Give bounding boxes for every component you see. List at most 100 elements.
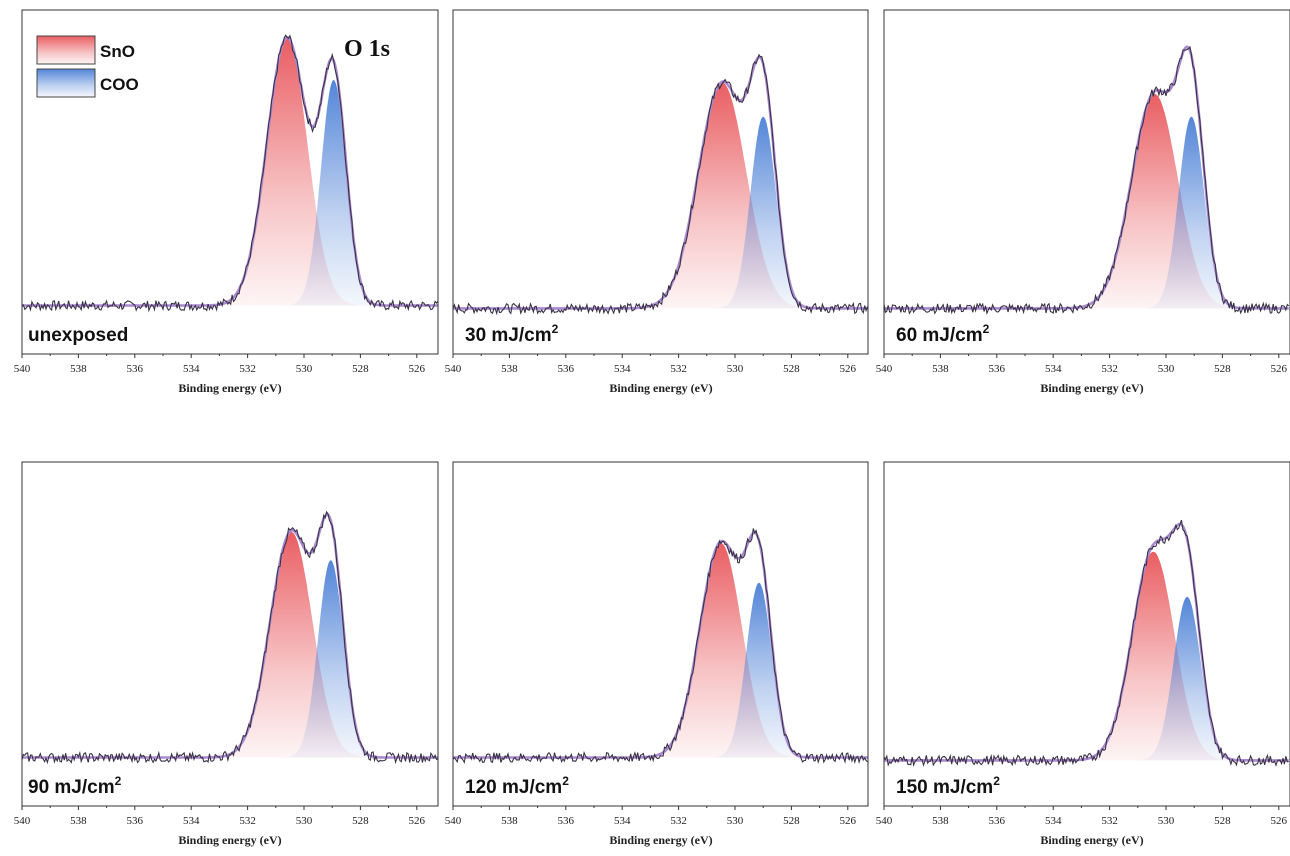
x-tick-label: 530 bbox=[296, 363, 313, 375]
x-tick-label: 534 bbox=[183, 363, 200, 375]
peak-sno bbox=[205, 37, 369, 306]
panel-label: 90 mJ/cm2 bbox=[28, 774, 122, 798]
x-tick-label: 530 bbox=[727, 815, 744, 827]
legend-label-coo: COO bbox=[100, 75, 139, 94]
peak-sno bbox=[636, 543, 806, 758]
peak-sno bbox=[206, 531, 376, 758]
x-tick-label: 540 bbox=[14, 363, 31, 375]
raw-spectrum bbox=[453, 528, 868, 765]
peak-coo bbox=[280, 560, 382, 758]
peak-coo bbox=[1140, 116, 1243, 309]
x-tick-label: 534 bbox=[183, 815, 200, 827]
x-tick-label: 526 bbox=[1271, 815, 1288, 827]
x-tick-label: 532 bbox=[1101, 815, 1118, 827]
panel-1: 540 538 536 534 532 530 528 526 Binding energy (… bbox=[14, 9, 439, 395]
x-tick-label: 530 bbox=[727, 363, 744, 375]
panel-2: 540 538 536 534 532 530 528 526 Binding energy (… bbox=[445, 9, 869, 395]
plot-frame bbox=[21, 9, 439, 355]
x-tick-label: 534 bbox=[1045, 363, 1062, 375]
x-tick-label: 534 bbox=[614, 815, 631, 827]
x-tick-label: 526 bbox=[409, 363, 426, 375]
peak-coo bbox=[712, 116, 814, 309]
x-tick-label: 528 bbox=[783, 363, 800, 375]
x-axis-title: Binding energy (eV) bbox=[178, 381, 281, 395]
peak-sno bbox=[626, 82, 819, 309]
x-tick-label: 532 bbox=[670, 815, 687, 827]
fit-envelope bbox=[22, 513, 438, 759]
x-tick-label: 528 bbox=[783, 815, 800, 827]
peak-sno bbox=[1062, 94, 1248, 309]
x-tick-label: 538 bbox=[70, 363, 87, 375]
panel-label: 150 mJ/cm2 bbox=[896, 774, 1000, 798]
x-tick-label: 536 bbox=[127, 815, 144, 827]
x-axis-title: Binding energy (eV) bbox=[609, 833, 712, 847]
plot-frame bbox=[883, 461, 1290, 807]
x-tick-label: 528 bbox=[352, 815, 369, 827]
legend: SnO COO bbox=[36, 35, 139, 98]
x-tick-label: 538 bbox=[932, 815, 949, 827]
x-tick-label: 526 bbox=[840, 363, 857, 375]
peak-coo bbox=[708, 582, 810, 758]
fit-envelope bbox=[453, 55, 868, 310]
x-tick-label: 540 bbox=[445, 815, 462, 827]
panel-label: 120 mJ/cm2 bbox=[465, 774, 569, 798]
core-level-title: O 1s bbox=[344, 36, 390, 62]
panel-label: 30 mJ/cm2 bbox=[465, 322, 559, 346]
x-tick-label: 540 bbox=[876, 815, 893, 827]
panel-5: 540 538 536 534 532 530 528 526 Binding energy (… bbox=[445, 461, 869, 847]
raw-spectrum bbox=[22, 510, 438, 765]
x-tick-label: 532 bbox=[239, 815, 256, 827]
fit-envelope bbox=[453, 531, 868, 759]
x-tick-label: 532 bbox=[1101, 363, 1118, 375]
x-axis-title: Binding energy (eV) bbox=[178, 833, 281, 847]
legend-swatch-coo bbox=[36, 68, 96, 98]
x-tick-label: 536 bbox=[558, 815, 575, 827]
x-tick-label: 534 bbox=[614, 363, 631, 375]
peak-coo bbox=[282, 79, 385, 306]
x-tick-label: 532 bbox=[239, 363, 256, 375]
fit-envelope bbox=[884, 45, 1289, 310]
panel-label: 60 mJ/cm2 bbox=[896, 322, 990, 346]
x-tick-label: 536 bbox=[989, 815, 1006, 827]
panel-6: 540 538 536 534 532 530 528 526 Binding energy (… bbox=[876, 461, 1290, 847]
x-tick-label: 530 bbox=[1158, 815, 1175, 827]
panel-3: 540 538 536 534 532 530 528 526 Binding energy (… bbox=[876, 9, 1290, 395]
peak-coo bbox=[1133, 596, 1242, 761]
raw-spectrum bbox=[884, 519, 1289, 767]
x-tick-label: 528 bbox=[1214, 363, 1231, 375]
x-tick-label: 538 bbox=[70, 815, 87, 827]
x-tick-label: 536 bbox=[989, 363, 1006, 375]
x-tick-label: 540 bbox=[14, 815, 31, 827]
fit-envelope bbox=[884, 522, 1289, 762]
legend-label-sno: SnO bbox=[100, 42, 135, 61]
x-tick-label: 528 bbox=[352, 363, 369, 375]
x-axis-title: Binding energy (eV) bbox=[1040, 833, 1143, 847]
plot-frame bbox=[21, 461, 439, 807]
x-tick-label: 530 bbox=[1158, 363, 1175, 375]
x-tick-label: 540 bbox=[445, 363, 462, 375]
x-axis-title: Binding energy (eV) bbox=[609, 381, 712, 395]
x-tick-label: 536 bbox=[558, 363, 575, 375]
panel-4: 540 538 536 534 532 530 528 526 Binding energy (… bbox=[14, 461, 439, 847]
peak-sno bbox=[1068, 551, 1238, 761]
x-tick-label: 536 bbox=[127, 363, 144, 375]
x-tick-label: 538 bbox=[932, 363, 949, 375]
plot-frame bbox=[452, 461, 869, 807]
x-tick-label: 526 bbox=[409, 815, 426, 827]
plot-frame bbox=[452, 9, 869, 355]
x-axis-title: Binding energy (eV) bbox=[1040, 381, 1143, 395]
x-tick-label: 534 bbox=[1045, 815, 1062, 827]
x-tick-label: 532 bbox=[670, 363, 687, 375]
panel-label: unexposed bbox=[28, 325, 128, 346]
plot-frame bbox=[883, 9, 1290, 355]
raw-spectrum bbox=[884, 45, 1290, 315]
x-tick-label: 526 bbox=[1271, 363, 1288, 375]
x-tick-label: 538 bbox=[501, 815, 518, 827]
x-tick-label: 526 bbox=[840, 815, 857, 827]
raw-spectrum bbox=[453, 53, 868, 316]
x-tick-label: 528 bbox=[1214, 815, 1231, 827]
legend-swatch-sno bbox=[36, 35, 96, 65]
x-tick-label: 538 bbox=[501, 363, 518, 375]
x-tick-label: 540 bbox=[876, 363, 893, 375]
